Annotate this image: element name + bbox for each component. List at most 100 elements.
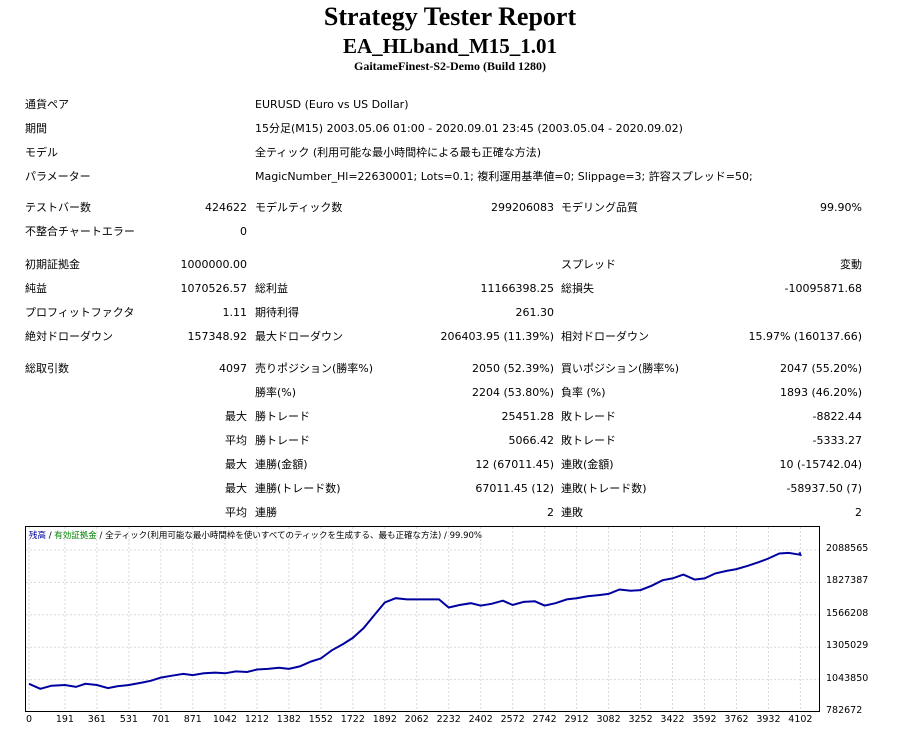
x-tick-label: 1722 <box>340 714 365 725</box>
win-rate-value: 2204 (53.80%) <box>471 386 554 399</box>
x-tick-label: 1552 <box>308 714 333 725</box>
x-axis-labels: 0 191 361 531 701 871 1042 1212 1382 1552 1722 1892… <box>0 714 900 730</box>
x-tick-label: 1212 <box>244 714 269 725</box>
max-label: 最大 <box>225 410 247 423</box>
x-tick-label: 4102 <box>788 714 813 725</box>
avg-cons-loss-label: 連敗 <box>561 506 583 519</box>
x-tick-label: 3252 <box>628 714 653 725</box>
loss-rate-label: 負率 (%) <box>561 386 606 399</box>
spread-value: 変動 <box>840 258 862 271</box>
bars-label: テストバー数 <box>25 201 91 214</box>
avg-cons-win-value: 2 <box>547 506 554 519</box>
chart-legend: 残高 / 有効証拠金 / 全ティック(利用可能な最小時間枠を使いすべてのティック… <box>29 531 482 541</box>
info-value-model: 全ティック (利用可能な最小時間枠による最も正確な方法) <box>255 146 542 159</box>
x-tick-label: 2062 <box>404 714 429 725</box>
x-tick-label: 3082 <box>596 714 621 725</box>
max-label: 最大 <box>225 482 247 495</box>
y-tick-label: 1566208 <box>826 607 869 619</box>
bars-value: 424622 <box>205 201 247 214</box>
cons-loss-money-label: 連敗(金額) <box>561 458 614 471</box>
gross-loss-label: 総損失 <box>561 282 594 295</box>
avg-loss-label: 敗トレード <box>561 434 616 447</box>
server-name: GaitameFinest-S2-Demo (Build 1280) <box>354 59 546 73</box>
info-label-model: モデル <box>25 146 58 159</box>
x-tick-label: 701 <box>151 714 170 725</box>
info-label-symbol: 通貨ペア <box>25 98 69 111</box>
abs-drawdown-label: 絶対ドローダウン <box>25 330 113 343</box>
avg-cons-win-label: 連勝 <box>255 506 277 519</box>
x-tick-label: 191 <box>55 714 74 725</box>
max-loss-label: 敗トレード <box>561 410 616 423</box>
cons-win-money-value: 12 (67011.45) <box>475 458 554 471</box>
quality-value: 99.90% <box>820 201 862 214</box>
short-positions-value: 2050 (52.39%) <box>471 362 554 375</box>
long-positions-value: 2047 (55.20%) <box>779 362 862 375</box>
max-drawdown-label: 最大ドローダウン <box>255 330 343 343</box>
net-profit-label: 純益 <box>25 282 47 295</box>
x-tick-label: 3422 <box>660 714 685 725</box>
profit-factor-value: 1.11 <box>222 306 248 319</box>
y-tick-label: 782672 <box>826 705 863 716</box>
x-tick-label: 1382 <box>276 714 301 725</box>
max-loss-value: -8822.44 <box>812 410 862 423</box>
x-tick-label: 871 <box>183 714 202 725</box>
x-tick-label: 361 <box>87 714 106 725</box>
ticks-label: モデルティック数 <box>255 201 343 214</box>
deposit-value: 1000000.00 <box>180 258 247 271</box>
total-trades-label: 総取引数 <box>25 362 69 375</box>
info-value-period: 15分足(M15) 2003.05.06 01:00 - 2020.09.01 … <box>255 122 683 135</box>
chart-grid <box>26 527 819 711</box>
x-tick-label: 2912 <box>564 714 589 725</box>
x-tick-label: 531 <box>119 714 138 725</box>
spread-label: スプレッド <box>561 258 616 271</box>
max-win-value: 25451.28 <box>501 410 555 423</box>
x-tick-label: 3592 <box>692 714 717 725</box>
ticks-value: 299206083 <box>491 201 554 214</box>
total-trades-value: 4097 <box>219 362 247 375</box>
x-tick-label: 1042 <box>212 714 238 725</box>
cons-win-count-value: 67011.45 (12) <box>475 482 554 495</box>
x-tick-label: 2232 <box>436 714 461 725</box>
cons-loss-count-label: 連敗(トレード数) <box>561 482 647 495</box>
legend-balance: 残高 <box>29 531 47 541</box>
y-tick-label: 1827387 <box>826 575 869 587</box>
info-label-period: 期間 <box>25 122 47 135</box>
legend-quality: 99.90% <box>449 531 482 541</box>
rel-drawdown-value: 15.97% (160137.66) <box>748 330 862 343</box>
info-value-parameters: MagicNumber_Hl=22630001; Lots=0.1; 複利運用基… <box>255 170 753 183</box>
cons-win-count-label: 連勝(トレード数) <box>255 482 341 495</box>
short-positions-label: 売りポジション(勝率%) <box>255 362 374 375</box>
info-value-symbol: EURUSD (Euro vs US Dollar) <box>255 98 409 111</box>
x-tick-label: 0 <box>25 714 33 725</box>
avg-label: 平均 <box>225 506 247 519</box>
avg-label: 平均 <box>225 434 247 447</box>
gross-loss-value: -10095871.68 <box>784 282 862 295</box>
gross-profit-label: 総利益 <box>255 282 288 295</box>
quality-label: モデリング品質 <box>561 201 638 214</box>
y-tick-label: 1043850 <box>826 672 869 684</box>
x-tick-label: 2742 <box>532 714 557 725</box>
expected-payoff-value: 261.30 <box>515 306 555 319</box>
abs-drawdown-value: 157348.92 <box>187 330 248 343</box>
balance-series-line <box>28 551 802 690</box>
avg-cons-loss-value: 2 <box>855 506 862 519</box>
y-tick-label: 2088565 <box>826 543 869 554</box>
max-drawdown-value: 206403.95 (11.39%) <box>440 330 554 343</box>
x-tick-label: 3762 <box>724 714 749 725</box>
chart-frame <box>25 526 820 712</box>
profit-factor-label: プロフィットファクタ <box>25 306 135 319</box>
ea-name: EA_HLband_M15_1.01 <box>342 34 558 58</box>
max-win-label: 勝トレード <box>255 410 310 423</box>
cons-win-money-label: 連勝(金額) <box>255 458 308 471</box>
loss-rate-value: 1893 (46.20%) <box>779 386 862 399</box>
cons-loss-count-value: -58937.50 (7) <box>786 482 862 495</box>
expected-payoff-label: 期待利得 <box>255 306 299 319</box>
legend-model: 全ティック(利用可能な最小時間枠を使いすべてのティックを生成する、最も正確な方法… <box>105 531 442 541</box>
rel-drawdown-label: 相対ドローダウン <box>561 330 649 343</box>
net-profit-value: 1070526.57 <box>180 282 247 295</box>
avg-win-value: 5066.42 <box>508 434 555 447</box>
x-tick-label: 2572 <box>500 714 525 725</box>
report-title: Strategy Tester Report <box>323 2 577 31</box>
cons-loss-money-value: 10 (-15742.04) <box>779 458 862 471</box>
y-tick-label: 1305029 <box>826 640 869 652</box>
